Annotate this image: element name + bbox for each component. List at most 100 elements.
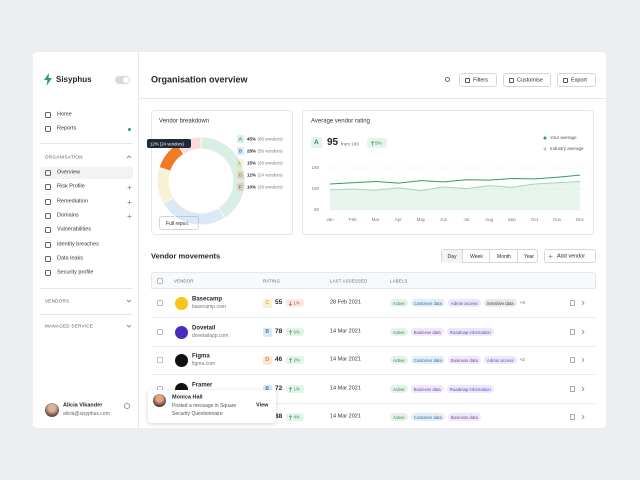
header-button[interactable]: Customise [503, 73, 551, 87]
icon [581, 357, 585, 363]
row-divider [151, 317, 596, 318]
checkbox[interactable] [157, 277, 163, 284]
chevron-right [581, 329, 585, 335]
legend-percent: 45% [247, 136, 257, 142]
checkbox[interactable] [157, 357, 163, 363]
period-label: Day [447, 253, 457, 260]
labels: Active Customer data Business data Admin ac… [390, 355, 525, 365]
card-title: Vendor breakdown [159, 118, 210, 125]
label-pill: Customer data [410, 298, 445, 308]
nav-item[interactable]: Reports [57, 125, 77, 132]
section-label[interactable]: ORGANISATION [45, 154, 83, 160]
checkbox[interactable] [157, 300, 163, 306]
legend-percent: 15% [247, 160, 257, 166]
arrow-down [288, 300, 293, 306]
label-pill: Sensitive data [483, 298, 517, 308]
period-option[interactable]: Year [517, 250, 539, 263]
legend-percent: 28% (56 vendors) [247, 148, 283, 153]
vendor-domain: figma.com [192, 361, 216, 367]
labels: Active Business data Roadmap information [390, 327, 497, 337]
nav-item[interactable]: Vulnerabilities [57, 226, 92, 233]
delete-icon[interactable] [569, 386, 575, 392]
assessed-date: 14 Mar 2021 [330, 385, 361, 392]
nav-item[interactable]: Remediation [57, 198, 88, 205]
delete-icon[interactable] [569, 300, 575, 306]
change-value: 1% [293, 386, 300, 392]
row-divider [151, 346, 596, 347]
label-pill: Business data [447, 355, 481, 365]
nav-icon [45, 184, 51, 190]
divider [40, 143, 133, 144]
delete-icon[interactable] [569, 357, 575, 363]
change-value: 6% [293, 329, 300, 335]
vendor-domain: basecamp.com [192, 304, 226, 310]
page-title: Organisation overview [151, 74, 248, 85]
nav-item[interactable]: Identity breaches [57, 241, 99, 248]
vendor-logo [175, 353, 188, 367]
row-divider [151, 403, 596, 404]
nav-item[interactable]: Home [57, 111, 72, 118]
column-header: RATING [263, 277, 281, 283]
vendor-domain: dovetailapp.com [192, 333, 229, 339]
section-label[interactable]: MANAGED SERVICE [45, 323, 94, 329]
assessed-date: 14 Mar 2021 [330, 356, 361, 363]
label-pill: Customer data [410, 412, 445, 422]
button-label: Filters [473, 77, 488, 84]
legend-percent: 12% [247, 172, 257, 178]
score-suffix: from 100 [341, 141, 359, 147]
settings-icon[interactable] [124, 403, 130, 409]
toast-message: Posted a message in Square Security Ques… [172, 403, 237, 417]
period-label: Year [523, 253, 535, 260]
toggle-knob [123, 77, 129, 83]
theme-toggle[interactable] [115, 76, 130, 84]
chevron-right [581, 414, 585, 420]
grade-badge: B [263, 327, 272, 337]
period-option[interactable]: Week [462, 250, 489, 263]
legend-count: (85 vendors) [257, 136, 283, 142]
delete-icon[interactable] [569, 329, 575, 335]
sidebar-border [138, 52, 139, 428]
icon [126, 324, 132, 328]
label-pill: Business data [410, 384, 444, 394]
label-pill: Active [390, 384, 408, 394]
add-vendor-button[interactable]: Add vendor [544, 249, 596, 263]
button-label: Export [571, 77, 587, 84]
button-icon [465, 78, 470, 83]
grade-badge: A [311, 137, 322, 148]
checkbox[interactable] [157, 329, 163, 335]
button-icon [509, 78, 514, 83]
logo [44, 73, 52, 86]
period-option[interactable]: Month [489, 250, 517, 263]
delete-icon[interactable] [569, 414, 575, 420]
legend-count: (56 vendors) [257, 148, 283, 154]
assessed-date: 14 Mar 2021 [330, 328, 361, 335]
plus-icon [548, 254, 553, 258]
rating-value: 88 [275, 413, 283, 421]
section-title: Vendor movements [151, 251, 221, 261]
section-label[interactable]: VENDORS [45, 298, 70, 304]
nav-icon [45, 213, 51, 219]
period-option[interactable]: Day [442, 250, 462, 263]
nav-item[interactable]: Security profile [57, 269, 94, 276]
header-button[interactable]: Filters [459, 73, 497, 87]
nav-item[interactable]: Data leaks [57, 255, 83, 262]
toast-action[interactable]: View [256, 402, 269, 409]
nav-item[interactable]: Risk Profile [57, 183, 85, 190]
nav-item[interactable]: Domains [57, 212, 79, 219]
change-badge: 1% [286, 299, 304, 307]
icon [44, 73, 52, 86]
rating-value: 78 [275, 328, 283, 336]
search-icon[interactable] [445, 77, 450, 82]
change-value: 2% [293, 357, 300, 363]
nav-item[interactable]: Overview [57, 169, 80, 176]
nav-icon [45, 126, 51, 132]
table-header [151, 272, 596, 289]
header-button[interactable]: Export [557, 73, 596, 87]
vendor-name: Framer [192, 381, 213, 388]
chevron [126, 299, 132, 303]
score: 95 [327, 137, 339, 148]
label-pill: Business data [410, 327, 444, 337]
brand: Sisyphus [56, 75, 92, 85]
label-pill: Active [390, 355, 408, 365]
icon [548, 254, 553, 258]
